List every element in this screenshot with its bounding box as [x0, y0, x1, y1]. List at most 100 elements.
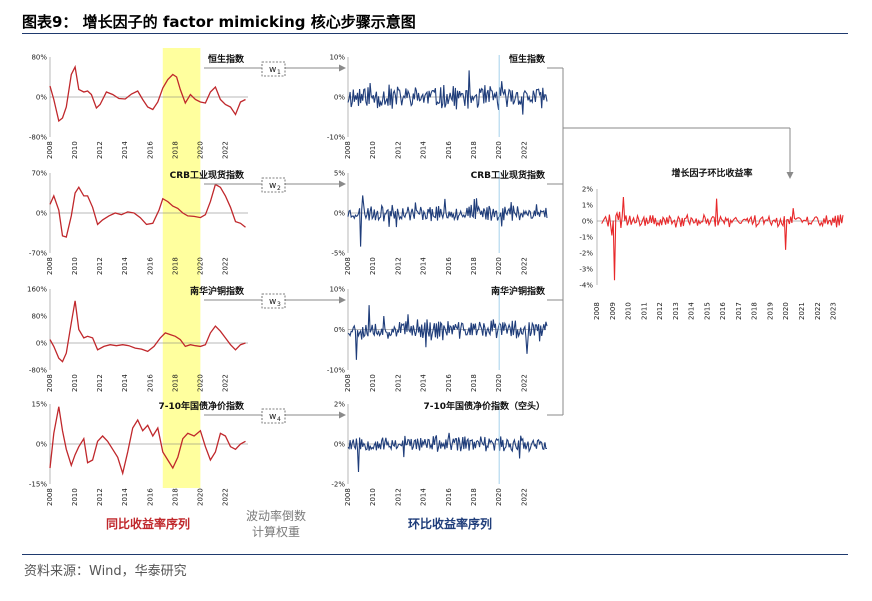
result-y-tick: -3%	[579, 266, 593, 274]
yoy-panel-2-x-tick: 2016	[146, 257, 154, 275]
weight-subscript: 2	[277, 185, 281, 192]
yoy-panel-4-x-tick: 2008	[46, 488, 54, 506]
yoy-panel-1-y-tick: -80%	[29, 134, 47, 142]
mom-panel-4-x-tick: 2016	[445, 488, 453, 506]
yoy-series-line	[49, 406, 246, 476]
mom-panel-3-y-tick: -10%	[327, 367, 345, 375]
yoy-panel-1-y-tick: 0%	[36, 94, 47, 102]
yoy-panel-4-y-tick: 15%	[31, 401, 47, 409]
result-x-tick: 2019	[766, 302, 774, 320]
yoy-panel-1-y-tick: 80%	[31, 54, 47, 62]
mom-panel-4-x-tick: 2010	[369, 488, 377, 506]
result-x-tick: 2017	[735, 302, 743, 320]
mom-panel-4-x-tick: 2012	[394, 488, 402, 506]
yoy-panel-3-y-tick: -80%	[29, 367, 47, 375]
caption-weights-line1: 波动率倒数	[246, 508, 306, 523]
yoy-panel-4-y-tick: -15%	[29, 481, 47, 489]
caption-yoy: 同比收益率序列	[106, 516, 190, 531]
yoy-panel-1-x-tick: 2010	[71, 141, 79, 159]
yoy-panel-4-x-tick: 2018	[171, 488, 179, 506]
result-x-tick: 2016	[719, 302, 727, 320]
mom-series-line	[347, 305, 548, 360]
result-x-tick: 2011	[640, 302, 648, 320]
weight-box	[261, 61, 286, 77]
top-rule	[22, 33, 848, 34]
yoy-panel-label: 7-10年国债净价指数	[158, 400, 245, 412]
mom-panel-label: 恒生指数	[509, 53, 546, 65]
mom-panel-2-x-tick: 2022	[520, 257, 528, 275]
result-series-line	[601, 196, 844, 281]
yoy-panel-1-x-tick: 2014	[121, 141, 129, 159]
mom-panel-1-y-tick: 10%	[329, 54, 345, 62]
mom-panel-1-x-tick: 2012	[394, 141, 402, 159]
mom-panel-2-x-tick: 2016	[445, 257, 453, 275]
weight-label: w	[269, 181, 276, 191]
mom-panel-2-x-tick: 2018	[470, 257, 478, 275]
mom-panel-2-x-tick: 2020	[495, 257, 503, 275]
weight-label: w	[269, 297, 276, 307]
yoy-panel-2-x-tick: 2008	[46, 257, 54, 275]
yoy-panel-2-x-tick: 2014	[121, 257, 129, 275]
result-x-tick: 2018	[751, 302, 759, 320]
mom-series-line	[347, 70, 548, 115]
mom-series-line	[347, 432, 547, 473]
mom-panel-4-x-tick: 2022	[520, 488, 528, 506]
weight-label: w	[269, 65, 276, 75]
yoy-panel-2-x-tick: 2020	[196, 257, 204, 275]
result-y-tick: -1%	[579, 234, 593, 242]
weight-subscript: 3	[277, 301, 281, 308]
mom-panel-1-x-tick: 2008	[344, 141, 352, 159]
weight-box	[261, 293, 286, 309]
result-x-tick: 2022	[814, 302, 822, 320]
yoy-panel-1-x-tick: 2016	[146, 141, 154, 159]
mom-panel-1-x-tick: 2014	[420, 141, 428, 159]
mom-series-line	[347, 195, 548, 247]
yoy-panel-4-x-tick: 2012	[96, 488, 104, 506]
yoy-panel-4-x-tick: 2022	[221, 488, 229, 506]
mom-panel-4-y-tick: 2%	[334, 401, 345, 409]
mom-panel-4-y-tick: 0%	[334, 441, 345, 449]
yoy-series-line	[49, 64, 246, 123]
yoy-panel-4-y-tick: 0%	[36, 441, 47, 449]
result-y-tick: 2%	[582, 186, 593, 194]
result-x-tick: 2009	[609, 302, 617, 320]
yoy-panel-3-x-tick: 2012	[96, 374, 104, 392]
mom-panel-label: CRB工业现货指数	[471, 169, 546, 181]
yoy-panel-1-x-tick: 2020	[196, 141, 204, 159]
source-note: 资料来源：Wind，华泰研究	[24, 564, 187, 579]
weight-subscript: 1	[277, 69, 281, 76]
mom-panel-label: 7-10年国债净价指数（空头）	[423, 400, 545, 412]
mom-panel-3-y-tick: 0%	[334, 326, 345, 334]
mom-panel-1-x-tick: 2016	[445, 141, 453, 159]
mom-panel-3-x-tick: 2022	[520, 374, 528, 392]
yoy-panel-4-x-tick: 2016	[146, 488, 154, 506]
result-y-tick: 1%	[582, 202, 593, 210]
yoy-panel-4-x-tick: 2014	[121, 488, 129, 506]
yoy-panel-3-x-tick: 2022	[221, 374, 229, 392]
yoy-panel-3-y-tick: 0%	[36, 340, 47, 348]
result-x-tick: 2023	[830, 302, 838, 320]
yoy-series-line	[49, 183, 246, 238]
yoy-panel-3-x-tick: 2014	[121, 374, 129, 392]
mom-panel-1-y-tick: 0%	[334, 94, 345, 102]
mom-panel-2-y-tick: 5%	[334, 170, 345, 178]
mom-panel-3-x-tick: 2014	[420, 374, 428, 392]
mom-panel-1-x-tick: 2010	[369, 141, 377, 159]
result-x-tick: 2020	[782, 302, 790, 320]
mom-panel-3-x-tick: 2018	[470, 374, 478, 392]
mom-panel-1-x-tick: 2018	[470, 141, 478, 159]
mom-panel-4-x-tick: 2014	[420, 488, 428, 506]
yoy-panel-2-x-tick: 2018	[171, 257, 179, 275]
result-y-tick: -2%	[579, 250, 593, 258]
yoy-panel-1-x-tick: 2022	[221, 141, 229, 159]
mom-panel-4-x-tick: 2020	[495, 488, 503, 506]
mom-panel-3-x-tick: 2020	[495, 374, 503, 392]
weight-box	[261, 408, 286, 424]
yoy-panel-4-x-tick: 2010	[71, 488, 79, 506]
yoy-panel-4-x-tick: 2020	[196, 488, 204, 506]
mom-panel-2-x-tick: 2010	[369, 257, 377, 275]
figure-title: 图表9： 增长因子的 factor mimicking 核心步骤示意图	[22, 13, 416, 31]
result-y-tick: -4%	[579, 282, 593, 290]
yoy-panel-3-x-tick: 2010	[71, 374, 79, 392]
mom-panel-2-y-tick: 0%	[334, 210, 345, 218]
